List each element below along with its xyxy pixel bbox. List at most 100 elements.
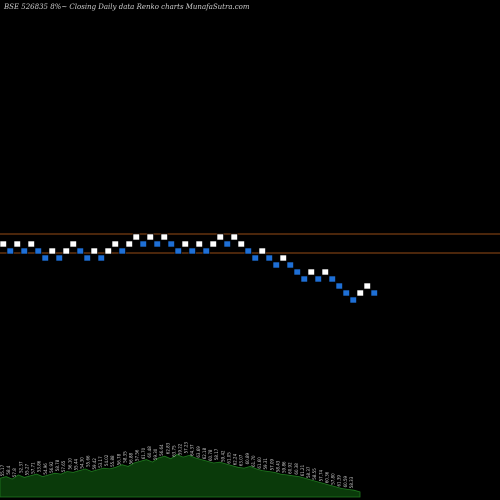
brick-down <box>272 261 280 269</box>
volume-label: 60.59 <box>343 475 348 487</box>
volume-label: 61.70 <box>141 447 146 459</box>
volume-label: 59.86 <box>282 461 287 473</box>
brick-down <box>97 254 105 262</box>
volume-label: 53.86 <box>37 460 42 472</box>
brick-down <box>167 240 175 248</box>
brick-down <box>83 254 91 262</box>
volume-label: 57.23 <box>184 441 189 453</box>
volume-label: 52.37 <box>18 461 23 473</box>
brick-up <box>125 240 133 248</box>
brick-down <box>139 240 147 248</box>
volume-label: 63.75 <box>171 445 176 457</box>
volume-label: 60.38 <box>294 463 299 475</box>
chart-title: BSE 526835 8%~ Closing Daily data Renko … <box>3 3 250 11</box>
brick-down <box>286 261 294 269</box>
brick-up <box>356 289 364 297</box>
volume-label: 59.42 <box>92 458 97 470</box>
volume-label: 61.60 <box>257 457 262 469</box>
volume-label: 56.88 <box>129 452 134 464</box>
volume-label: 60.78 <box>208 449 213 461</box>
brick-down <box>223 240 231 248</box>
volume-label: 55.44 <box>73 458 78 470</box>
brick-down <box>244 247 252 255</box>
brick-up <box>48 247 56 255</box>
brick-up <box>132 233 140 241</box>
volume-label: 56.78 <box>116 453 121 465</box>
brick-down <box>20 247 28 255</box>
brick-up <box>363 282 371 290</box>
brick-up <box>90 247 98 255</box>
volume-label: 61.05 <box>227 452 232 464</box>
brick-up <box>279 254 287 262</box>
brick-up <box>230 233 238 241</box>
brick-down <box>349 296 357 304</box>
volume-label: 54.30 <box>80 457 85 469</box>
brick-up <box>258 247 266 255</box>
volume-label: 62.18 <box>202 447 207 459</box>
brick-down <box>174 247 182 255</box>
volume-label: 64.37 <box>190 444 195 456</box>
brick-down <box>342 289 350 297</box>
brick-up <box>0 240 7 248</box>
volume-label: 59.30 <box>153 448 158 460</box>
volume-label: 57.65 <box>61 460 66 472</box>
brick-down <box>188 247 196 255</box>
volume-label: 58.4 <box>6 465 11 474</box>
brick-up <box>237 240 245 248</box>
volume-label: 63.69 <box>196 446 201 458</box>
volume-label: 56.64 <box>159 444 164 456</box>
volume-label: 60.48 <box>147 446 152 458</box>
brick-down <box>118 247 126 255</box>
brick-up <box>111 240 119 248</box>
brick-down <box>314 275 322 283</box>
brick-up <box>146 233 154 241</box>
brick-up <box>181 240 189 248</box>
volume-label: 62.83 <box>165 442 170 454</box>
brick-down <box>251 254 259 262</box>
volume-label: 54.02 <box>104 454 109 466</box>
volume-label: 63.07 <box>239 454 244 466</box>
volume-label: 54.96 <box>43 463 48 475</box>
volume-label: 58.37 <box>306 466 311 478</box>
brick-up <box>216 233 224 241</box>
brick-up <box>307 268 315 276</box>
brick-down <box>76 247 84 255</box>
volume-label: 55.27 <box>25 463 30 475</box>
volume-label: 55.66 <box>86 455 91 467</box>
volume-label: 58.55 <box>312 468 317 480</box>
brick-down <box>335 282 343 290</box>
brick-up <box>209 240 217 248</box>
volume-label: 53.17 <box>98 456 103 468</box>
volume-label: 58.33 <box>349 476 354 488</box>
volume-label: 57.8 <box>12 468 17 477</box>
volume-label: 55.88 <box>110 455 115 467</box>
volume-label: 59.22 <box>178 443 183 455</box>
volume-area-fill <box>0 454 361 498</box>
volume-label: 59.31 <box>263 458 268 470</box>
volume-label: 61.70 <box>251 455 256 467</box>
volume-label: 56.92 <box>49 461 54 473</box>
volume-label: 58.35 <box>122 451 127 463</box>
brick-down <box>293 268 301 276</box>
brick-up <box>27 240 35 248</box>
volume-label: 61.39 <box>337 475 342 487</box>
volume-area: 55.17 58.4 57.8 52.37 55.27 57.71 53.86 54.96 56… <box>0 441 361 498</box>
brick-up <box>104 247 112 255</box>
volume-label: 57.09 <box>269 458 274 470</box>
volume-label: 61.21 <box>300 464 305 476</box>
volume-label: 62.24 <box>233 453 238 465</box>
volume-label: 57.56 <box>135 449 140 461</box>
volume-label: 59.42 <box>220 450 225 462</box>
brick-up <box>62 247 70 255</box>
volume-label: 56.10 <box>67 458 72 470</box>
volume-label: 57.71 <box>31 462 36 474</box>
brick-up <box>160 233 168 241</box>
brick-down <box>41 254 49 262</box>
brick-down <box>202 247 210 255</box>
brick-down <box>6 247 14 255</box>
volume-label: 60.89 <box>245 452 250 464</box>
volume-label: 60.36 <box>324 471 329 483</box>
brick-down <box>370 289 378 297</box>
brick-down <box>265 254 273 262</box>
